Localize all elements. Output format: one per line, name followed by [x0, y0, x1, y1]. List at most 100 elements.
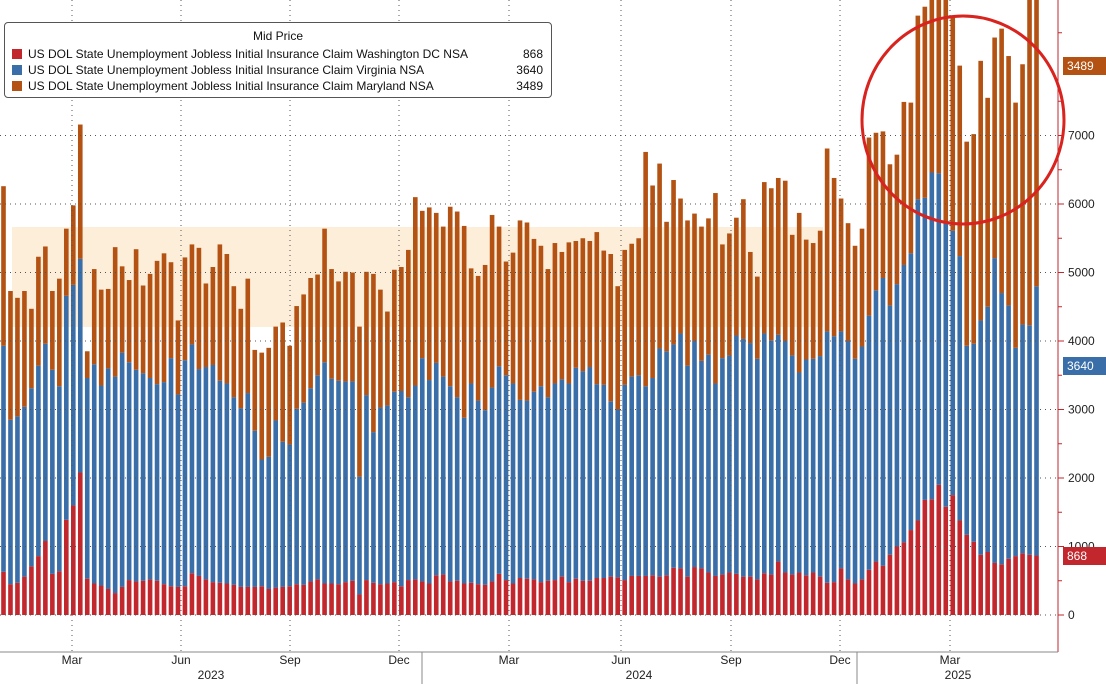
bar-segment-virginia	[580, 371, 586, 581]
bar-segment-virginia	[378, 407, 383, 585]
bar-segment-virginia	[734, 335, 739, 574]
bar-segment-washington-dc	[894, 546, 900, 615]
bar-segment-maryland	[873, 132, 879, 291]
bar-segment-virginia	[70, 284, 76, 506]
bar-segment-washington-dc	[636, 575, 641, 615]
bar-segment-washington-dc	[510, 583, 516, 615]
x-tick-label: Mar	[940, 653, 961, 667]
x-axis: Mar Jun Sep Dec Mar Jun Sep Dec Mar 2023 2024 2025	[0, 651, 1058, 684]
bar-segment-virginia	[999, 293, 1004, 565]
bar-segment-virginia	[36, 365, 41, 557]
bar-segment-maryland	[831, 177, 837, 337]
bar-segment-maryland	[413, 197, 418, 386]
bar-segment-washington-dc	[399, 586, 404, 615]
bar-segment-virginia	[629, 376, 634, 576]
bar-segment-virginia	[1034, 286, 1039, 556]
bar-segment-maryland	[140, 285, 146, 374]
bar-segment-washington-dc	[748, 576, 753, 615]
bar-segment-washington-dc	[91, 583, 97, 615]
bar-segment-virginia	[8, 419, 13, 585]
bar-segment-maryland	[796, 212, 802, 373]
bar-segment-washington-dc	[531, 579, 537, 615]
bar-segment-virginia	[608, 401, 614, 577]
bar-segment-washington-dc	[755, 579, 760, 615]
bar-segment-virginia	[329, 378, 334, 584]
bar-segment-virginia	[720, 358, 725, 575]
bar-segment-maryland	[524, 222, 530, 401]
bar-segment-virginia	[950, 230, 956, 496]
bar-segment-maryland	[748, 251, 753, 344]
bar-segment-virginia	[259, 459, 265, 587]
bar-segment-virginia	[915, 199, 921, 521]
bar-segment-maryland	[671, 180, 676, 345]
bar-segment-washington-dc	[322, 583, 327, 615]
last-value-tag-maryland: 3489	[1063, 57, 1106, 76]
bar-segment-washington-dc	[873, 561, 879, 615]
bar-segment-maryland	[98, 289, 104, 386]
bar-segment-washington-dc	[992, 562, 997, 615]
bar-segment-virginia	[1013, 347, 1018, 557]
bar-segment-virginia	[887, 305, 893, 555]
bar-segment-virginia	[203, 367, 209, 580]
bar-segment-washington-dc	[84, 578, 90, 615]
bar-segment-virginia	[126, 362, 132, 581]
bar-segment-washington-dc	[685, 576, 690, 615]
bar-segment-virginia	[761, 333, 767, 574]
bar-segment-maryland	[894, 154, 900, 285]
bar-segment-maryland	[545, 269, 551, 398]
bar-segment-virginia	[678, 333, 683, 569]
bar-segment-washington-dc	[643, 575, 648, 615]
bar-segment-virginia	[748, 343, 753, 577]
bar-segment-washington-dc	[15, 582, 20, 615]
bar-segment-washington-dc	[217, 582, 223, 615]
bar-segment-maryland	[741, 199, 746, 339]
bar-segment-washington-dc	[852, 583, 858, 615]
bar-segment-virginia	[971, 343, 976, 542]
bar-segment-virginia	[413, 385, 418, 580]
bar-segment-virginia	[294, 408, 299, 585]
bar-segment-maryland	[77, 124, 83, 259]
y-tick-label: 7000	[1068, 129, 1095, 143]
bar-segment-washington-dc	[803, 575, 809, 615]
bar-segment-maryland	[378, 289, 383, 408]
bar-segment-maryland	[161, 253, 167, 383]
bar-segment-washington-dc	[608, 576, 614, 615]
bar-segment-washington-dc	[77, 472, 83, 615]
bar-segment-virginia	[364, 395, 369, 581]
bar-segment-maryland	[992, 37, 997, 259]
bar-segment-maryland	[761, 182, 767, 334]
bar-segment-maryland	[1034, 0, 1039, 287]
bar-segment-maryland	[985, 97, 990, 307]
bar-segment-washington-dc	[838, 568, 844, 615]
y-tick-label: 4000	[1068, 334, 1095, 348]
bar-segment-virginia	[587, 367, 593, 581]
bar-segment-virginia	[175, 394, 181, 587]
bar-segment-washington-dc	[810, 572, 816, 615]
bar-segment-maryland	[294, 306, 299, 409]
bar-segment-washington-dc	[908, 530, 914, 615]
bar-segment-virginia	[845, 341, 851, 580]
bar-segment-washington-dc	[426, 583, 432, 615]
bar-segment-maryland	[273, 326, 279, 421]
bar-segment-maryland	[147, 273, 153, 378]
bar-segment-virginia	[98, 385, 104, 586]
bar-segment-washington-dc	[950, 495, 956, 616]
bar-segment-maryland	[196, 247, 202, 370]
bar-segment-maryland	[636, 238, 641, 376]
bar-segment-washington-dc	[57, 571, 62, 615]
bar-segment-washington-dc	[482, 584, 488, 615]
bar-segment-washington-dc	[350, 580, 355, 615]
bar-segment-virginia	[831, 336, 837, 583]
bar-segment-washington-dc	[671, 567, 676, 615]
bar-segment-maryland	[336, 281, 341, 381]
bar-segment-maryland	[838, 198, 844, 332]
bar-segment-virginia	[992, 258, 997, 563]
bar-segment-washington-dc	[678, 568, 683, 615]
bar-segment-virginia	[217, 380, 223, 583]
bar-segment-washington-dc	[559, 576, 565, 615]
bar-segment-washington-dc	[615, 577, 621, 615]
x-year-label: 2024	[626, 668, 653, 682]
bar-segment-washington-dc	[489, 581, 495, 615]
bar-segment-washington-dc	[866, 569, 872, 615]
bar-segment-washington-dc	[64, 519, 69, 615]
